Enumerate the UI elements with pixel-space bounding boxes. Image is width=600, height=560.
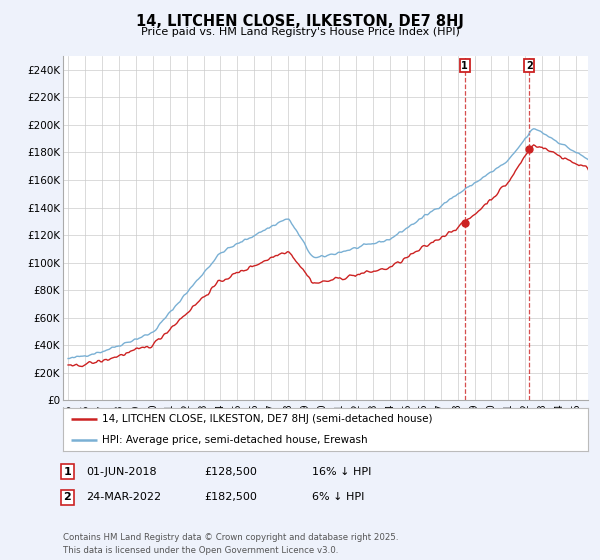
Text: HPI: Average price, semi-detached house, Erewash: HPI: Average price, semi-detached house,…	[103, 435, 368, 445]
Text: 6% ↓ HPI: 6% ↓ HPI	[312, 492, 364, 502]
Text: 16% ↓ HPI: 16% ↓ HPI	[312, 466, 371, 477]
Text: 14, LITCHEN CLOSE, ILKESTON, DE7 8HJ: 14, LITCHEN CLOSE, ILKESTON, DE7 8HJ	[136, 14, 464, 29]
Text: 2: 2	[526, 60, 533, 71]
Text: Price paid vs. HM Land Registry's House Price Index (HPI): Price paid vs. HM Land Registry's House …	[140, 27, 460, 38]
Text: 14, LITCHEN CLOSE, ILKESTON, DE7 8HJ (semi-detached house): 14, LITCHEN CLOSE, ILKESTON, DE7 8HJ (se…	[103, 414, 433, 424]
Text: Contains HM Land Registry data © Crown copyright and database right 2025.
This d: Contains HM Land Registry data © Crown c…	[63, 533, 398, 556]
Text: 1: 1	[461, 60, 468, 71]
Text: 24-MAR-2022: 24-MAR-2022	[86, 492, 161, 502]
Text: £128,500: £128,500	[204, 466, 257, 477]
Text: 01-JUN-2018: 01-JUN-2018	[86, 466, 157, 477]
Text: 1: 1	[64, 466, 71, 477]
Text: £182,500: £182,500	[204, 492, 257, 502]
Text: 2: 2	[64, 492, 71, 502]
